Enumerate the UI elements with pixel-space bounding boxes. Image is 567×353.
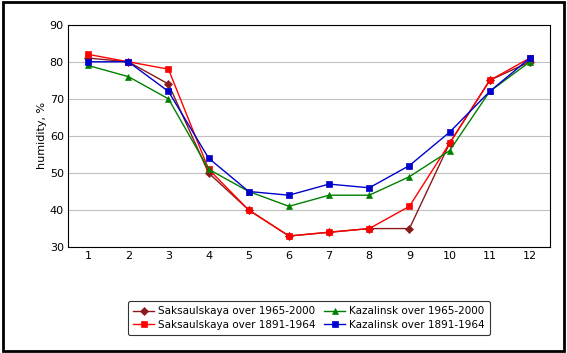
Legend: Saksaulskaya over 1965-2000, Saksaulskaya over 1891-1964, Kazalinsk over 1965-20: Saksaulskaya over 1965-2000, Saksaulskay…: [128, 301, 490, 335]
Y-axis label: humidity, %: humidity, %: [37, 102, 47, 169]
